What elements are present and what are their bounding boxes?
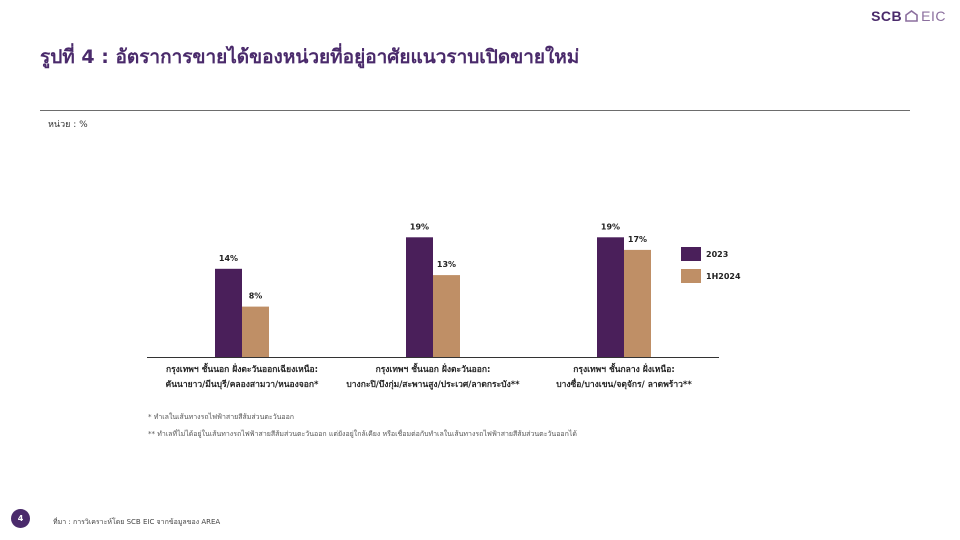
house-icon (905, 10, 918, 22)
unit-label: หน่วย : % (48, 120, 88, 130)
x-tick-label-1-1: บางกะปิ/บึงกุ่ม/สะพานสูง/ประเวศ/ลาดกระบั… (346, 379, 520, 390)
legend-swatch-1H2024 (681, 269, 701, 283)
data-label-2023-2: 19% (601, 222, 620, 231)
footnote-1: * ทำเลในเส้นทางรถไฟฟ้าสายสีส้มส่วนตะวันอ… (148, 413, 295, 421)
data-label-1H2024-0: 8% (249, 292, 263, 301)
title-divider (40, 110, 910, 111)
page-title: รูปที่ 4 : อัตราการขายได้ของหน่วยที่อยู่… (40, 46, 580, 68)
x-tick-label-0-0: กรุงเทพฯ ชั้นนอก ฝั่งตะวันออกเฉียงเหนือ: (166, 362, 318, 375)
footnote-2: ** ทำเลที่ไม่ได้อยู่ในเส้นทางรถไฟฟ้าสายส… (148, 430, 577, 438)
bar-2023-2 (597, 237, 624, 357)
bar-2023-0 (215, 268, 242, 357)
data-label-2023-1: 19% (410, 222, 429, 231)
bar-2023-1 (406, 237, 433, 357)
x-tick-label-2-1: บางซื่อ/บางเขน/จตุจักร/ ลาดพร้าว** (556, 377, 692, 390)
x-tick-label-1-0: กรุงเทพฯ ชั้นนอก ฝั่งตะวันออก: (376, 362, 491, 375)
data-label-1H2024-2: 17% (628, 235, 647, 244)
footnotes: * ทำเลในเส้นทางรถไฟฟ้าสายสีส้มส่วนตะวันอ… (148, 409, 577, 443)
legend-label-1H2024: 1H2024 (706, 272, 741, 281)
logo-scb-text: SCB (871, 8, 903, 24)
data-label-1H2024-1: 13% (437, 260, 456, 269)
source-note: ที่มา : การวิเคราะห์โดย SCB EIC จากข้อมู… (53, 518, 221, 526)
page-number-badge: 4 (11, 509, 30, 528)
data-label-2023-0: 14% (219, 254, 238, 263)
scb-eic-logo: SCB EIC (871, 8, 946, 24)
bar-1H2024-2 (624, 249, 651, 357)
logo-eic-text: EIC (921, 8, 946, 24)
legend-label-2023: 2023 (706, 250, 728, 259)
x-tick-label-2-0: กรุงเทพฯ ชั้นกลาง ฝั่งเหนือ: (573, 362, 674, 375)
bar-1H2024-1 (433, 275, 460, 357)
legend-swatch-2023 (681, 247, 701, 261)
bar-1H2024-0 (242, 306, 269, 357)
x-tick-label-0-1: คันนายาว/มีนบุรี/คลองสามวา/หนองจอก* (166, 379, 319, 390)
